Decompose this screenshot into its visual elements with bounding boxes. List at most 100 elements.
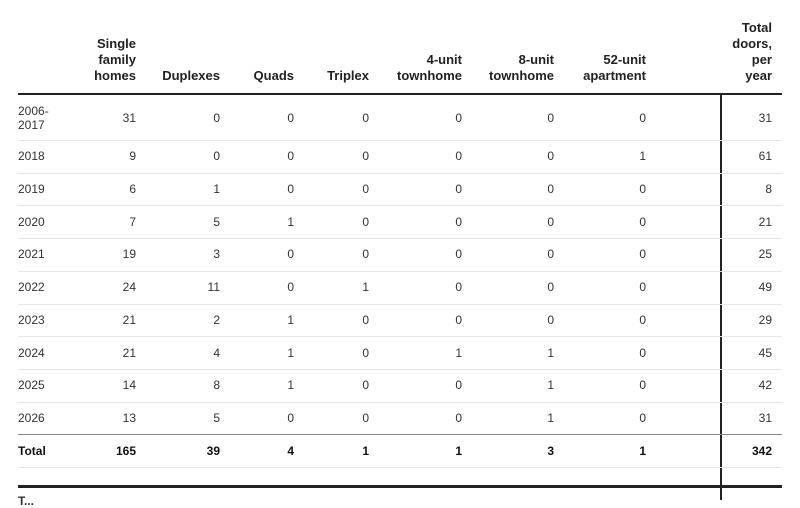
table-cell: 0 — [547, 182, 554, 197]
bottom-rule — [18, 485, 782, 488]
table-cell: 5 — [213, 214, 220, 229]
table-cell: 0 — [362, 182, 369, 197]
table-cell: 0 — [547, 149, 554, 164]
row-divider — [18, 434, 782, 436]
row-label: 2018 — [18, 149, 45, 164]
table-cell: 21 — [122, 345, 136, 360]
table-cell: 0 — [287, 247, 294, 262]
row-label: 2020 — [18, 214, 45, 229]
table-cell: 0 — [362, 247, 369, 262]
table-cell: 1 — [547, 378, 554, 393]
table-cell: 0 — [639, 345, 646, 360]
column-header: Single family homes — [94, 36, 136, 83]
total-column-rule — [720, 93, 722, 500]
table-cell: 0 — [547, 247, 554, 262]
total-row-label: Total — [18, 443, 46, 458]
table-cell: 0 — [213, 149, 220, 164]
row-total-cell: 61 — [758, 149, 772, 164]
table-cell: 0 — [639, 214, 646, 229]
table-cell: 0 — [287, 111, 294, 125]
row-label: 2023 — [18, 312, 45, 327]
row-label: 2024 — [18, 345, 45, 360]
column-header: 4-unit townhome — [397, 52, 462, 83]
table-cell: 7 — [129, 214, 136, 229]
row-divider — [18, 303, 782, 305]
row-total-cell: 31 — [758, 111, 772, 125]
table-cell: 0 — [547, 280, 554, 295]
table-cell: 9 — [129, 149, 136, 164]
row-divider — [18, 140, 782, 141]
row-divider — [18, 172, 782, 174]
table-cell: 0 — [639, 247, 646, 262]
total-cell: 1 — [639, 443, 646, 458]
total-cell: 39 — [206, 443, 220, 458]
column-header: Total doors, per year — [732, 20, 772, 83]
table-cell: 1 — [287, 378, 294, 393]
row-total-cell: 31 — [758, 410, 772, 425]
table-cell: 14 — [122, 378, 136, 393]
total-cell: 4 — [287, 443, 294, 458]
table-cell: 0 — [547, 214, 554, 229]
table-cell: 1 — [287, 345, 294, 360]
table-cell: 0 — [639, 182, 646, 197]
table-cell: 0 — [455, 111, 462, 125]
row-total-cell: 25 — [758, 247, 772, 262]
total-cell: 1 — [362, 443, 369, 458]
table-cell: 21 — [122, 312, 136, 327]
table-cell: 0 — [455, 280, 462, 295]
table-cell: 0 — [287, 280, 294, 295]
column-header: 52-unit apartment — [583, 52, 646, 83]
row-label: 2006- 2017 — [18, 104, 49, 132]
total-cell: 1 — [455, 443, 462, 458]
table-cell: 0 — [547, 111, 554, 125]
table-cell: 1 — [213, 182, 220, 197]
table-cell: 0 — [455, 312, 462, 327]
table-cell: 11 — [207, 280, 220, 295]
column-header: Triplex — [327, 68, 369, 83]
table-cell: 0 — [455, 410, 462, 425]
row-total-cell: 29 — [758, 312, 772, 327]
table-cell: 8 — [213, 378, 220, 393]
grand-total-cell: 342 — [751, 443, 772, 458]
table-cell: 0 — [213, 111, 220, 125]
column-header: Duplexes — [162, 68, 220, 83]
table-cell: 0 — [639, 111, 646, 125]
table-cell: 24 — [122, 280, 136, 295]
table-cell: 31 — [122, 111, 136, 125]
row-label: 2025 — [18, 378, 45, 393]
row-total-cell: 21 — [758, 214, 772, 229]
table-cell: 1 — [287, 312, 294, 327]
table-cell: 1 — [639, 149, 646, 164]
table-cell: 0 — [362, 312, 369, 327]
table-cell: 0 — [362, 345, 369, 360]
table-cell: 0 — [362, 214, 369, 229]
row-label: 2021 — [18, 247, 45, 262]
row-total-cell: 42 — [758, 378, 772, 393]
table-cell: 6 — [129, 182, 136, 197]
table-cell: 0 — [287, 182, 294, 197]
table-cell: 4 — [213, 345, 220, 360]
row-total-cell: 8 — [765, 182, 772, 197]
table-cell: 0 — [287, 410, 294, 425]
table-cell: 0 — [547, 312, 554, 327]
table-cell: 1 — [287, 214, 294, 229]
table-cell: 0 — [287, 149, 294, 164]
row-divider — [18, 467, 782, 468]
row-divider — [18, 368, 782, 370]
table-cell: 1 — [547, 410, 554, 425]
header-rule — [18, 93, 782, 95]
table-cell: 1 — [455, 345, 462, 360]
row-divider — [18, 238, 782, 240]
row-divider — [18, 205, 782, 207]
table-cell: 0 — [639, 280, 646, 295]
table-cell: 0 — [455, 182, 462, 197]
column-header: 8-unit townhome — [489, 52, 554, 83]
table-cell: 0 — [639, 410, 646, 425]
table-cell: 1 — [362, 280, 369, 295]
row-total-cell: 49 — [758, 280, 772, 295]
total-cell: 165 — [115, 443, 136, 458]
table-cell: 0 — [455, 378, 462, 393]
table-cell: 0 — [362, 111, 369, 125]
table-cell: 5 — [213, 410, 220, 425]
table-cell: 2 — [213, 312, 220, 327]
